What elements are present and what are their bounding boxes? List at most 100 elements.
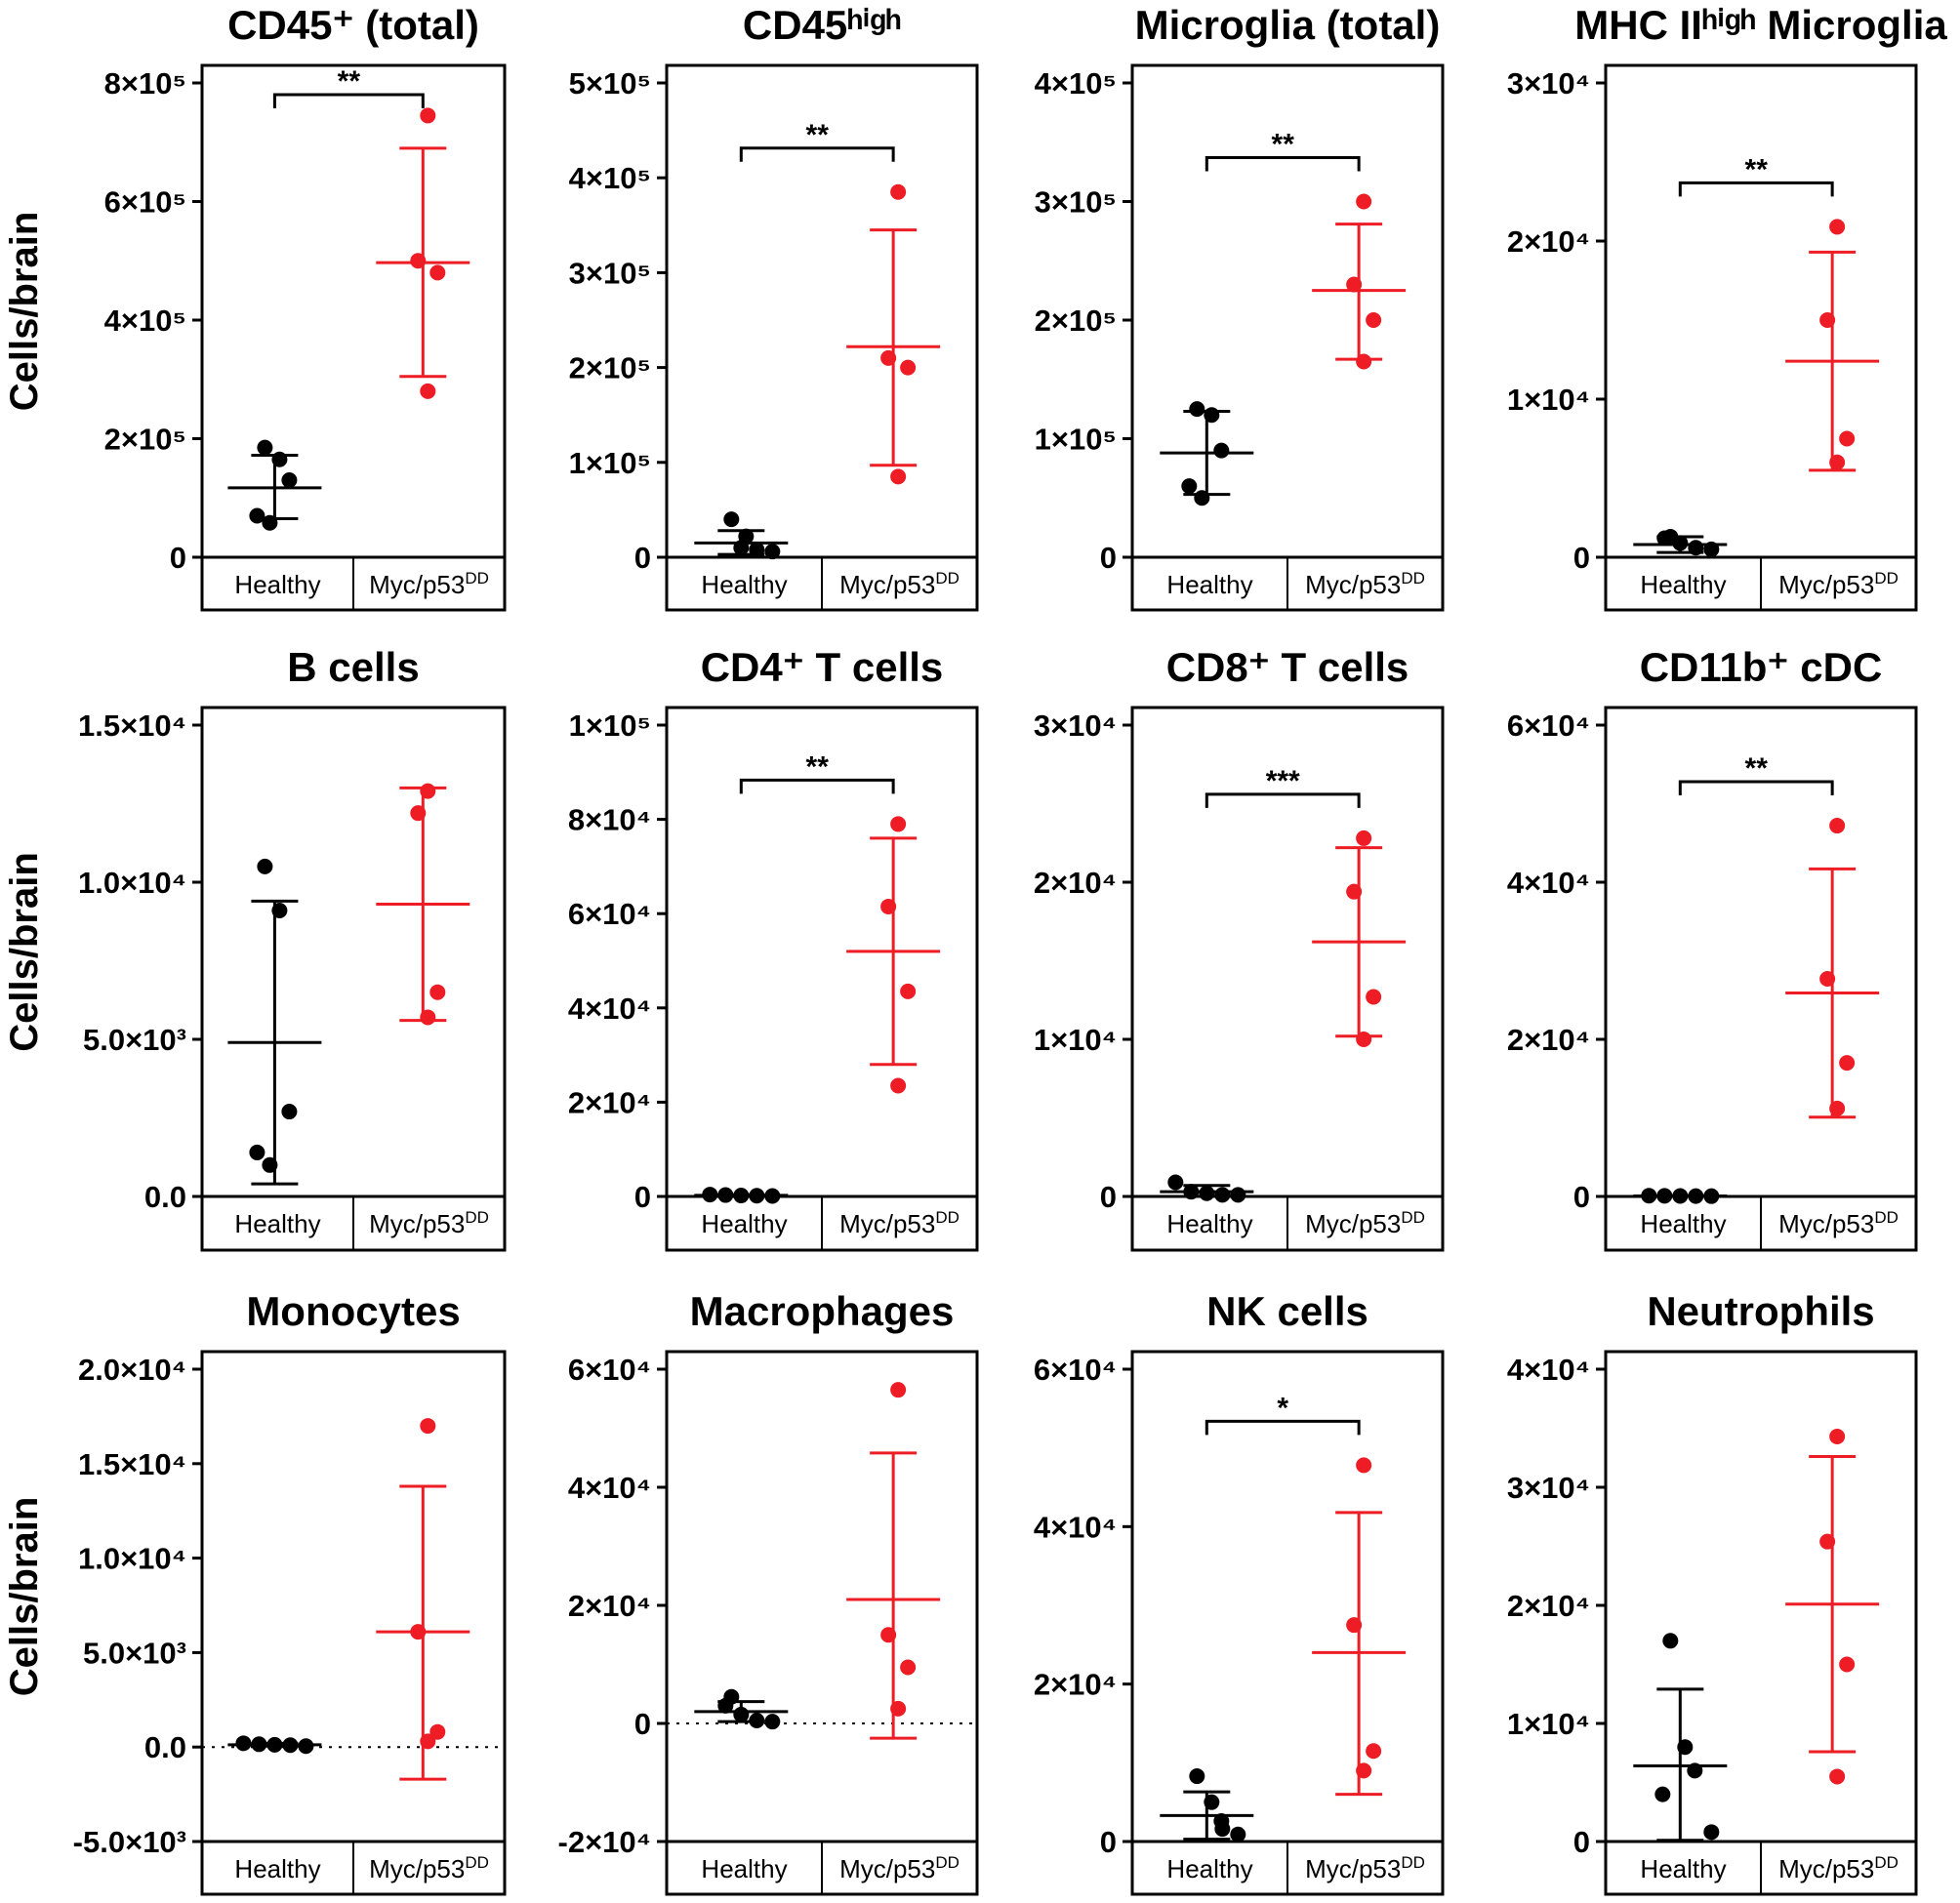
series-healthy (227, 1735, 322, 1755)
series-myc-p53dd (376, 1418, 470, 1781)
y-tick-label: 0 (1100, 541, 1117, 575)
series-healthy (1633, 528, 1728, 557)
category-label: Myc/p53DD (839, 1208, 960, 1238)
y-tick-label: 4×10⁵ (104, 304, 186, 338)
series-myc-p53dd (1312, 830, 1407, 1047)
category-label: Healthy (701, 570, 787, 599)
data-point (1189, 401, 1205, 418)
data-point (764, 1714, 781, 1730)
data-point (1839, 1656, 1856, 1673)
category-label: Myc/p53DD (1778, 1853, 1899, 1883)
significance-bracket: ** (272, 65, 425, 108)
data-point (1662, 1633, 1679, 1649)
data-point (1167, 1174, 1184, 1191)
y-tick-label: 4×10⁴ (568, 992, 651, 1026)
data-point (890, 1700, 907, 1717)
data-point (429, 984, 446, 1000)
y-axis-label: Cells/brain (3, 212, 46, 412)
y-tick-label: 1×10⁵ (569, 709, 651, 743)
category-label: Healthy (1640, 570, 1726, 599)
data-point (900, 359, 917, 376)
data-point (890, 183, 907, 200)
series-healthy (227, 439, 322, 531)
significance-stars: ** (1745, 752, 1769, 785)
data-point (1677, 1739, 1694, 1756)
y-axis-label: Cells/brain (3, 1497, 46, 1697)
y-tick-label: 1×10⁴ (1034, 1023, 1117, 1057)
y-tick-label: 6×10⁴ (1034, 1353, 1117, 1387)
y-tick-label: 3×10⁴ (1507, 1471, 1590, 1505)
data-point (733, 1706, 750, 1722)
category-label: Myc/p53DD (1305, 569, 1425, 599)
series-myc-p53dd (1312, 1457, 1407, 1797)
y-tick-label: 2×10⁵ (104, 423, 186, 457)
data-point (235, 1735, 252, 1752)
data-point (1214, 1187, 1231, 1203)
data-point (420, 783, 436, 799)
panel-2: CD45ʰⁱᵍʰ 0 1×10⁵ 2×10⁵ 3×10⁵ 4×10⁵ 5×10⁵ Health… (569, 2, 979, 612)
significance-stars: * (1277, 1392, 1288, 1424)
panel-title: Neutrophils (1647, 1288, 1874, 1334)
series-healthy (1633, 1188, 1728, 1204)
y-tick-label: 5.0×10³ (83, 1636, 186, 1670)
plot-frame (200, 1350, 507, 1896)
panel-1: CD45⁺ (total) 0 2×10⁵ 4×10⁵ 6×10⁵ 8×10⁵ Cells/… (3, 2, 507, 612)
panel-title: Monocytes (246, 1288, 460, 1334)
bracket-line (1678, 780, 1834, 796)
data-point (1204, 1794, 1220, 1810)
data-point (1656, 1188, 1673, 1204)
data-point (420, 383, 436, 399)
data-point (702, 1187, 718, 1203)
panel-title: CD45ʰⁱᵍʰ (743, 2, 901, 48)
y-tick-label: 8×10⁴ (568, 803, 651, 837)
data-point (764, 544, 781, 560)
y-tick-label: 2×10⁴ (1034, 1668, 1117, 1702)
data-point (900, 1659, 917, 1676)
series-myc-p53dd (846, 183, 941, 485)
significance-bracket: ** (1205, 129, 1361, 172)
data-point (420, 1733, 436, 1750)
bracket-line (739, 778, 895, 794)
data-point (410, 805, 427, 822)
category-label: Healthy (701, 1209, 787, 1238)
plot-frame (665, 706, 979, 1252)
data-point (1181, 478, 1198, 495)
plot-frame (1604, 1350, 1918, 1896)
plot-frame (200, 706, 507, 1252)
data-point (1672, 535, 1689, 551)
significance-bracket: * (1205, 1392, 1361, 1436)
category-label: Healthy (234, 1854, 320, 1883)
series-healthy (1160, 401, 1254, 506)
series-healthy (694, 1688, 789, 1730)
series-healthy (1160, 1768, 1254, 1842)
data-point (271, 902, 288, 918)
data-point (717, 1697, 734, 1714)
series-myc-p53dd (376, 107, 470, 399)
data-point (420, 107, 436, 124)
y-tick-label: 0 (1100, 1180, 1117, 1214)
bracket-line (272, 93, 425, 108)
category-label: Healthy (701, 1854, 787, 1883)
data-point (1356, 1032, 1372, 1047)
data-point (880, 349, 897, 366)
panel-8: CD11b⁺ cDC 0 2×10⁴ 4×10⁴ 6×10⁴ Healthy Myc/p53… (1507, 644, 1918, 1252)
series-myc-p53dd (1785, 219, 1880, 472)
category-label: Healthy (1166, 1209, 1252, 1238)
data-point (257, 439, 273, 456)
y-tick-label: 1×10⁴ (1507, 383, 1590, 417)
data-point (1656, 530, 1673, 547)
data-point (410, 1624, 427, 1640)
series-myc-p53dd (846, 1382, 941, 1740)
plot-frame (1604, 706, 1918, 1252)
significance-bracket: ** (739, 119, 895, 162)
significance-stars: ** (806, 119, 830, 151)
y-tick-label: 1.5×10⁴ (78, 709, 186, 743)
y-tick-label: 3×10⁵ (1035, 185, 1117, 220)
y-tick-label: 2×10⁴ (1507, 1589, 1590, 1623)
significance-bracket: ** (739, 750, 895, 794)
data-point (1230, 1826, 1246, 1842)
y-tick-label: 1×10⁴ (1507, 1707, 1590, 1741)
y-tick-label: 1.0×10⁴ (78, 866, 186, 900)
y-tick-label: 6×10⁴ (1507, 709, 1590, 743)
